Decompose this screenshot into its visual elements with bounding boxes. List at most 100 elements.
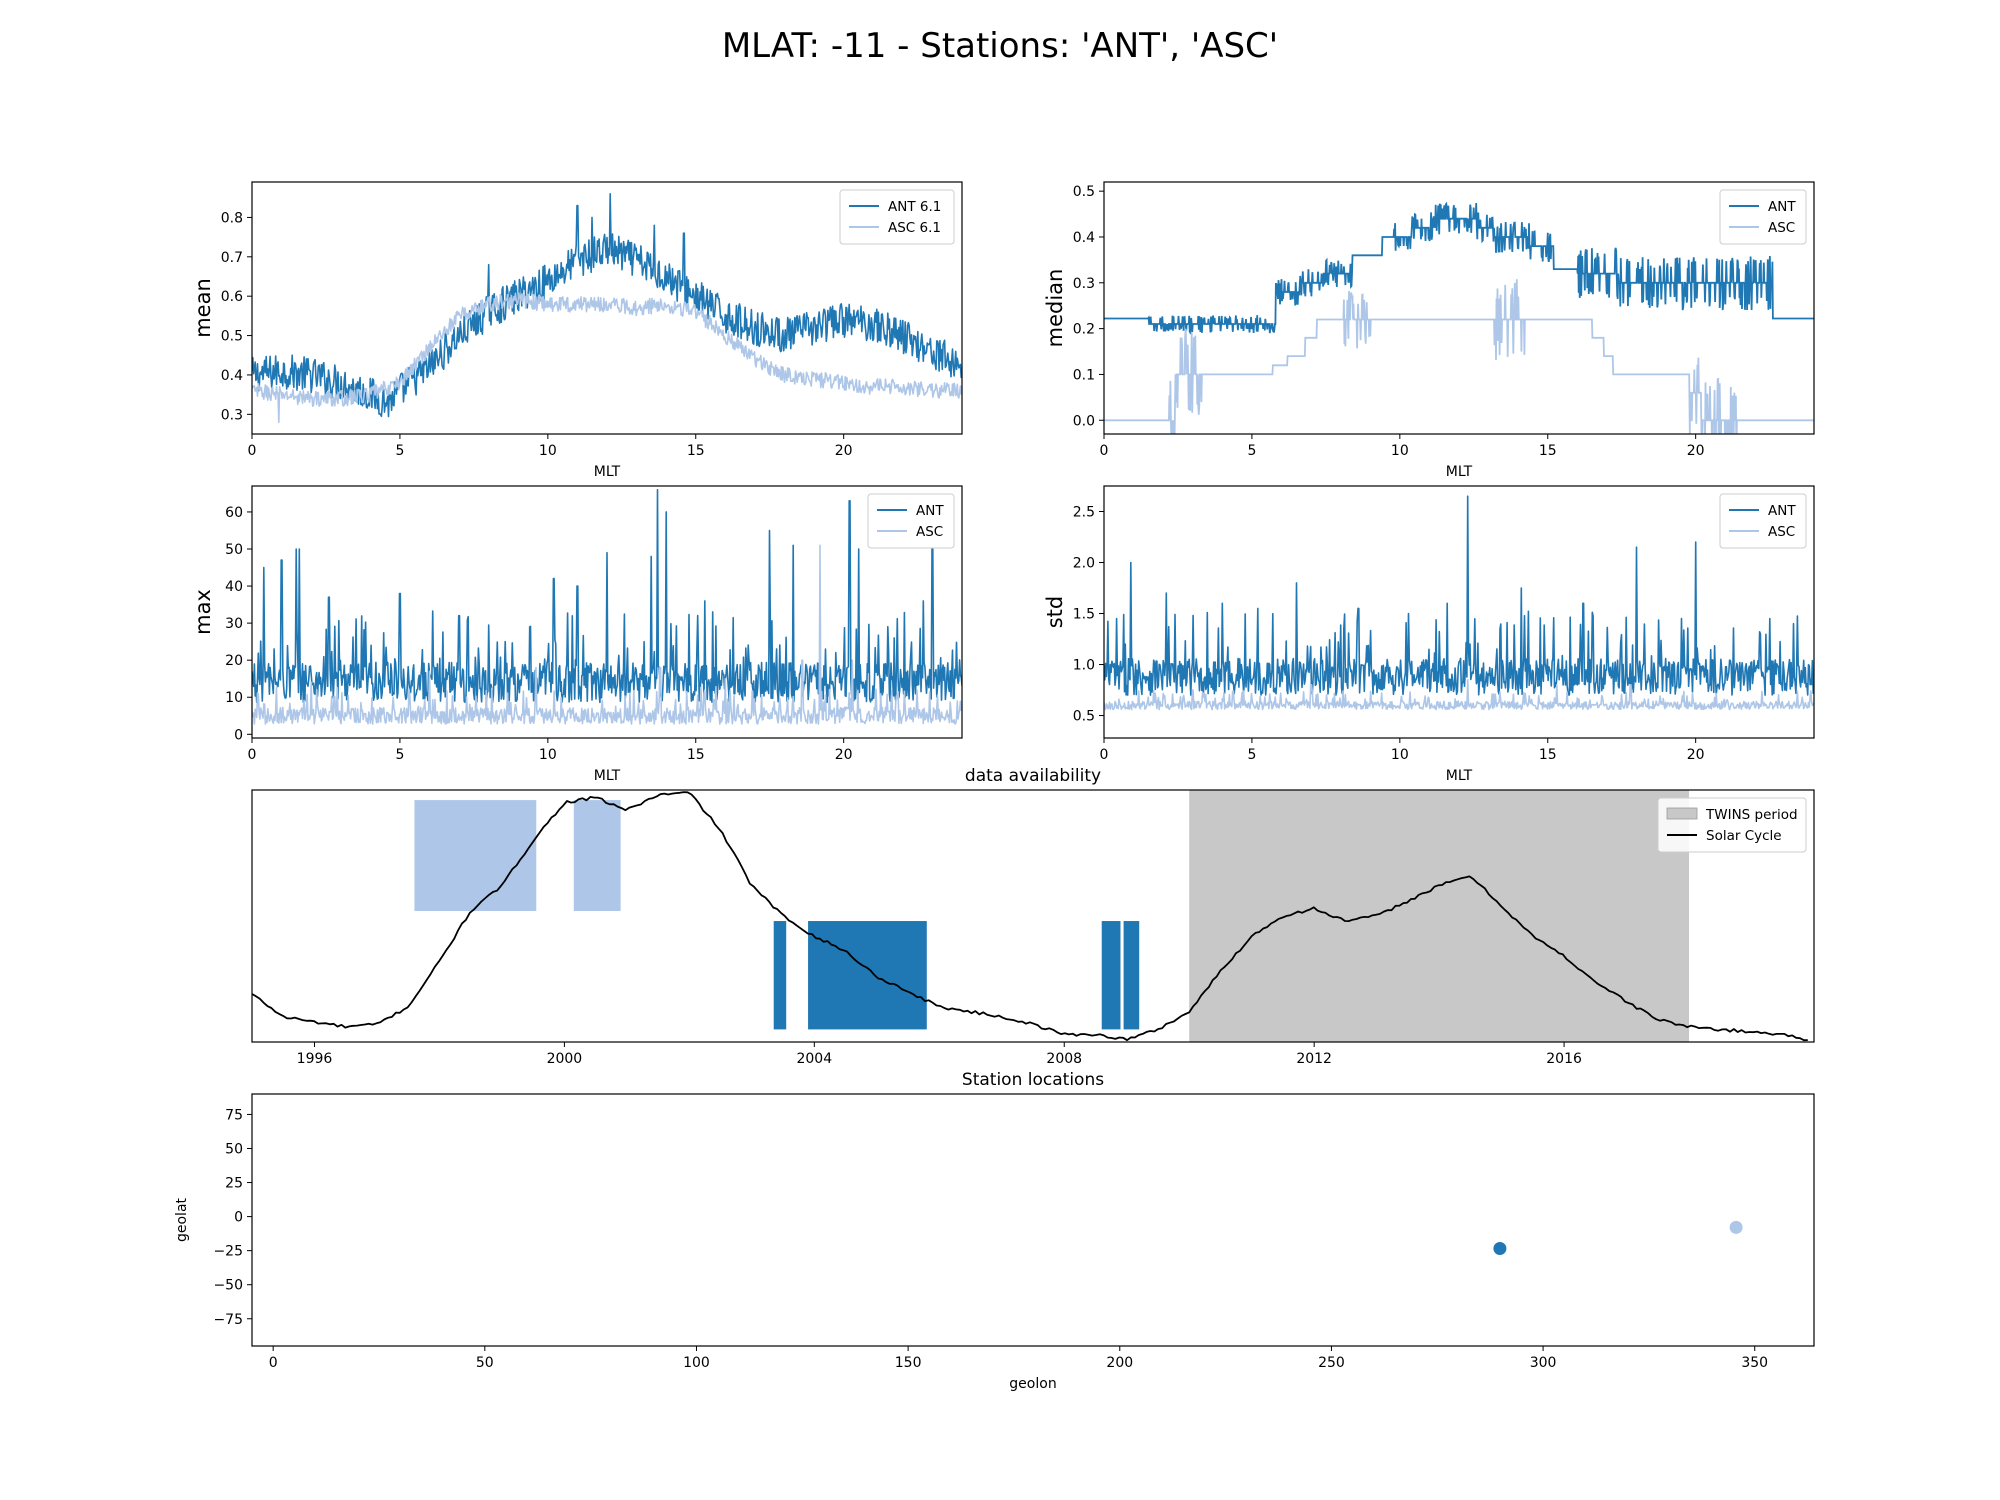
axes-frame <box>251 1093 1815 1347</box>
y-tick-label: 0.5 <box>221 329 243 345</box>
legend-label: ASC 6.1 <box>888 220 941 236</box>
y-tick-label: 0.7 <box>221 250 243 266</box>
legend-box <box>839 189 955 245</box>
series-line-asc-6.1 <box>252 292 962 423</box>
legend-label: ANT <box>916 503 944 519</box>
y-tick-label: 2.5 <box>1073 505 1095 521</box>
panel-median: 0 5 10 15 20 0.0 0.1 0.2 0.3 0.4 0.5 MLT median ANT AS… <box>1043 181 1815 480</box>
x-tick-label: 0 <box>269 1355 278 1371</box>
availability-bar-ant <box>1101 921 1121 1030</box>
y-tick-label: 0.4 <box>1073 230 1095 246</box>
panel-max: 0 5 10 15 20 0 10 20 30 40 50 60 MLT max ANT ASC <box>191 485 963 784</box>
panel-title: Station locations <box>962 1070 1104 1090</box>
legend: ANT ASC <box>867 493 955 549</box>
x-tick-label: 10 <box>1391 747 1409 763</box>
y-axis-label: median <box>1043 269 1067 348</box>
x-axis-label: MLT <box>594 464 621 480</box>
availability-bar-ant <box>808 921 927 1030</box>
x-tick-label: 10 <box>1391 443 1409 459</box>
y-tick-label: 0.1 <box>1073 367 1095 383</box>
legend-label: ASC <box>1768 220 1795 236</box>
panel-std: 0 5 10 15 20 0.5 1.0 1.5 2.0 2.5 MLT std ANT ASC <box>1043 485 1815 784</box>
availability-bar-ant <box>1123 921 1140 1030</box>
plot-area-max <box>252 488 962 725</box>
plot-area-availability <box>252 790 1808 1042</box>
series-line-asc <box>252 544 962 725</box>
legend-label: ANT 6.1 <box>888 199 941 215</box>
legend: ANT ASC <box>1719 493 1807 549</box>
x-tick-label: 50 <box>476 1355 494 1371</box>
y-tick-label: 25 <box>225 1176 243 1192</box>
x-tick-label: 200 <box>1106 1355 1133 1371</box>
x-tick-label: 10 <box>539 747 557 763</box>
station-point-ant <box>1493 1241 1507 1255</box>
legend-box <box>1719 189 1807 245</box>
legend-box <box>1719 493 1807 549</box>
y-tick-label: −50 <box>213 1278 243 1294</box>
twins-period-band <box>1189 790 1690 1042</box>
axes-frame <box>1103 181 1815 435</box>
y-tick-label: 0.8 <box>221 210 243 226</box>
x-tick-label: 1996 <box>297 1051 333 1067</box>
panel-availability: 1996 2000 2004 2008 2012 2016 data availabilit… <box>251 766 1815 1067</box>
x-tick-label: 150 <box>895 1355 922 1371</box>
y-tick-label: 10 <box>225 690 243 706</box>
panel-mean: 0 5 10 15 20 0.3 0.4 0.5 0.6 0.7 0.8 MLT mean ANT 6.1… <box>191 181 963 480</box>
x-tick-label: 15 <box>687 443 705 459</box>
x-tick-label: 20 <box>1687 443 1705 459</box>
y-tick-label: 0.0 <box>1073 413 1095 429</box>
legend-label: ANT <box>1768 503 1796 519</box>
panel-locations: 0 50 100 150 200 250 300 350 −75 −50 −25 0 25 50 75 geo… <box>174 1070 1815 1392</box>
availability-bar-ant <box>773 921 787 1030</box>
legend-label: Solar Cycle <box>1706 828 1782 844</box>
y-axis-label: std <box>1043 596 1067 629</box>
legend: ANT 6.1 ASC 6.1 <box>839 189 955 245</box>
solar-cycle-line <box>252 791 1808 1042</box>
x-tick-label: 20 <box>1687 747 1705 763</box>
y-tick-label: 0.4 <box>221 368 243 384</box>
x-tick-label: 0 <box>248 747 257 763</box>
series-line-ant <box>1104 201 1814 335</box>
y-tick-label: 30 <box>225 616 243 632</box>
y-tick-label: 1.0 <box>1073 658 1095 674</box>
y-tick-label: 40 <box>225 579 243 595</box>
x-tick-label: 2004 <box>796 1051 832 1067</box>
x-tick-label: 5 <box>1247 443 1256 459</box>
axes-frame <box>1103 485 1815 739</box>
y-axis-label: mean <box>191 278 215 338</box>
x-tick-label: 10 <box>539 443 557 459</box>
x-tick-label: 0 <box>1100 747 1109 763</box>
x-axis-label: MLT <box>594 768 621 784</box>
station-point-asc <box>1729 1220 1743 1234</box>
y-tick-label: 0.3 <box>221 407 243 423</box>
x-tick-label: 0 <box>1100 443 1109 459</box>
y-tick-label: 0.6 <box>221 289 243 305</box>
y-tick-label: 0.5 <box>1073 709 1095 725</box>
x-tick-label: 5 <box>1247 747 1256 763</box>
y-tick-label: 0 <box>234 1210 243 1226</box>
series-line-ant <box>1104 495 1814 696</box>
y-tick-label: 0.2 <box>1073 322 1095 338</box>
axes-frame <box>251 789 1815 1043</box>
legend: TWINS period Solar Cycle <box>1657 797 1807 853</box>
x-tick-label: 15 <box>1539 443 1557 459</box>
y-tick-label: 75 <box>225 1107 243 1123</box>
legend-label: TWINS period <box>1705 807 1798 823</box>
x-tick-label: 0 <box>248 443 257 459</box>
panel-title: data availability <box>965 766 1101 786</box>
plot-area-mean <box>252 193 962 423</box>
x-tick-label: 2012 <box>1296 1051 1332 1067</box>
figure-title: MLAT: -11 - Stations: 'ANT', 'ASC' <box>722 26 1278 66</box>
x-tick-label: 250 <box>1318 1355 1345 1371</box>
x-tick-label: 350 <box>1741 1355 1768 1371</box>
x-tick-label: 2008 <box>1046 1051 1082 1067</box>
availability-bar-asc <box>573 800 621 911</box>
y-tick-label: 50 <box>225 1141 243 1157</box>
axes-frame <box>251 181 963 435</box>
y-tick-label: −25 <box>213 1244 243 1260</box>
x-axis-label: MLT <box>1446 464 1473 480</box>
y-tick-label: 20 <box>225 653 243 669</box>
y-tick-label: 50 <box>225 542 243 558</box>
x-tick-label: 2016 <box>1546 1051 1582 1067</box>
